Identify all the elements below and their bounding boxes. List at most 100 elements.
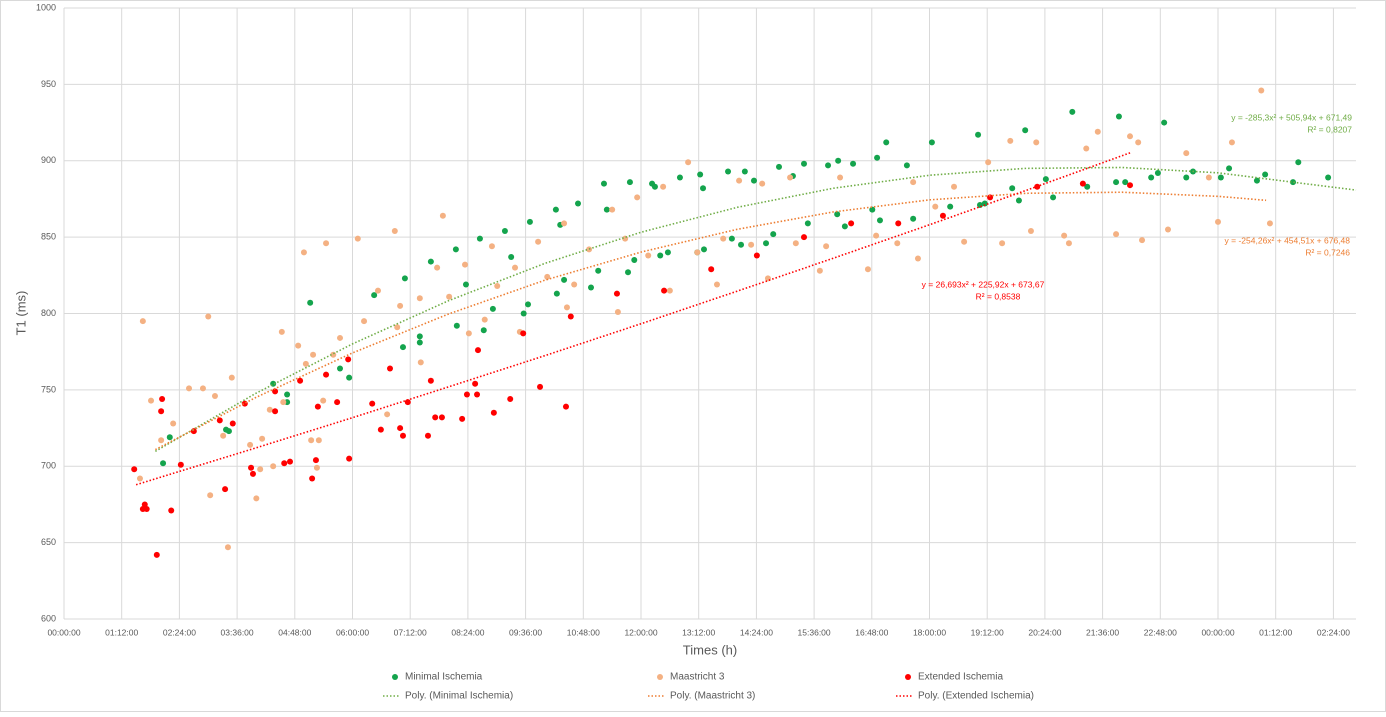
data-point [553,290,560,297]
trend-equation: y = 26,693x² + 225,92x + 673,67 [922,279,1045,289]
data-point [1226,165,1233,172]
data-point [330,351,337,358]
x-tick-label: 04:48:00 [278,627,311,637]
data-point [763,240,770,247]
data-point [700,246,707,253]
data-point [657,252,664,259]
x-tick-label: 03:36:00 [221,627,254,637]
data-point [346,455,353,462]
data-point [432,414,439,421]
data-point [302,360,309,367]
data-point [708,266,715,273]
legend-label: Extended Ischemia [918,672,1003,683]
data-point [660,183,667,190]
data-point [323,371,330,378]
data-point [1253,177,1260,184]
data-point [792,240,799,247]
y-tick-label: 1000 [36,2,56,12]
data-point [738,241,745,248]
data-point [391,228,398,235]
data-point [394,324,401,331]
data-point [939,212,946,219]
data-point [427,258,434,265]
legend-label: Poly. (Maastricht 3) [670,691,755,702]
data-point [700,185,707,192]
data-point [603,206,610,213]
y-tick-label: 750 [41,384,56,394]
data-point [1127,133,1134,140]
data-point [399,432,406,439]
y-tick-label: 850 [41,232,56,242]
data-point [1033,139,1040,146]
data-point [571,281,578,288]
data-point [873,232,880,239]
data-point [1094,128,1101,135]
data-point [354,235,361,242]
x-tick-label: 00:00:00 [47,627,80,637]
data-point [1325,174,1332,181]
data-point [427,377,434,384]
data-point [416,339,423,346]
data-point [600,180,607,187]
x-axis-title: Times (h) [683,642,737,657]
data-point [561,220,568,227]
data-point [664,249,671,256]
x-tick-label: 06:00:00 [336,627,369,637]
data-point [1183,174,1190,181]
data-point [228,374,235,381]
data-point [947,203,954,210]
data-point [666,287,673,294]
data-point [336,365,343,372]
data-point [910,179,917,186]
data-point [676,174,683,181]
data-point [377,426,384,433]
data-point [476,235,483,242]
data-point [247,441,254,448]
data-point [837,174,844,181]
x-tick-label: 16:48:00 [855,627,888,637]
x-tick-label: 20:24:00 [1028,627,1061,637]
data-point [552,206,559,213]
trendline [154,166,1357,452]
data-point [985,159,992,166]
data-point [159,396,166,403]
data-point [1113,179,1120,186]
data-point [224,544,231,551]
data-point [1183,150,1190,157]
data-point [417,359,424,366]
data-point [816,267,823,274]
y-tick-label: 800 [41,308,56,318]
data-point [876,217,883,224]
data-point [434,264,441,271]
data-point [694,249,701,256]
x-tick-label: 21:36:00 [1086,627,1119,637]
data-point [481,316,488,323]
data-point [397,302,404,309]
data-point [229,420,236,427]
data-point [270,463,277,470]
trend-equation: y = -254,26x² + 454,51x + 676,48 [1225,235,1351,245]
data-point [272,388,279,395]
data-point [249,470,256,477]
data-point [631,257,638,264]
data-point [439,212,446,219]
data-point [725,168,732,175]
data-point [297,377,304,384]
x-tick-label: 09:36:00 [509,627,542,637]
data-point [951,183,958,190]
data-point [177,461,184,468]
data-point [1266,220,1273,227]
data-point [1127,182,1134,189]
data-point [220,432,227,439]
data-point [336,334,343,341]
trendline [135,151,1132,486]
trend-r-squared: R² = 0,7246 [1305,247,1350,257]
data-point [253,495,260,502]
data-point [148,397,155,404]
data-point [520,330,527,337]
data-point [895,220,902,227]
data-point [488,243,495,250]
y-tick-label: 900 [41,155,56,165]
data-point [374,287,381,294]
